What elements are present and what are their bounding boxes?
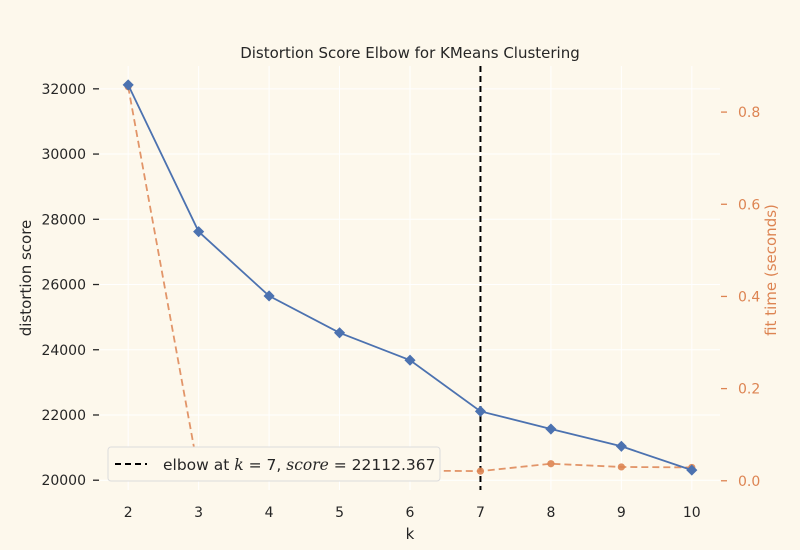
legend-k-symbol: k [234,456,243,474]
legend-prefix: elbow at [163,456,234,474]
y-tick-label: 22000 [41,408,86,424]
y-tick-label: 24000 [41,343,86,359]
distortion-point [263,290,275,302]
x-tick-label: 9 [617,505,626,521]
y-tick-label: 26000 [41,278,86,294]
fit-time-point [476,467,485,475]
axes-layer: 2 3 4 5 6 7 8 9 10 20000 22000 24000 26000 28000 30000… [41,82,760,521]
legend-box [107,446,441,482]
x-tick-label: 6 [406,505,415,521]
series-layer [122,79,698,478]
legend-score-symbol: score [286,456,329,474]
distortion-point [474,405,487,417]
x-tick-label: 8 [546,505,555,521]
legend-score-value: = 22112.367 [329,456,436,474]
y2-tick-label: 0.6 [738,197,760,213]
distortion-point [545,423,557,435]
fit-time-line [127,86,692,475]
x-tick-label: 3 [194,505,203,521]
y-tick-label: 28000 [41,212,86,228]
x-tick-label: 7 [476,505,485,521]
x-tick-label: 2 [124,505,133,521]
x-axis-title: k [406,525,415,543]
x-tick-label: 4 [265,505,274,521]
y2-axis-title: fit time (seconds) [762,204,780,336]
y2-tick-label: 0.2 [738,382,760,398]
y-axis-title: distortion score [17,220,35,337]
legend: elbow at k = 7, score = 22112.367 [107,446,441,482]
y-tick-label: 32000 [41,82,86,98]
distortion-point [122,79,134,91]
y2-tick-label: 0.0 [738,474,760,490]
distortion-point [615,440,627,452]
y2-tick-label: 0.8 [738,105,760,121]
y-tick-label: 20000 [41,473,86,489]
y2-tick-label: 0.4 [738,289,760,305]
distortion-point [404,354,416,366]
x-tick-label: 10 [683,505,701,521]
legend-label: elbow at k = 7, score = 22112.367 [163,456,435,474]
legend-k-value: = 7, [244,456,287,474]
x-tick-label: 5 [335,505,344,521]
chart-title: Distortion Score Elbow for KMeans Cluste… [240,44,580,62]
fit-time-point [547,460,555,468]
distortion-point [686,464,698,476]
fit-time-point [617,463,625,471]
y-tick-label: 30000 [41,147,86,163]
distortion-point [333,327,346,339]
distortion-point [193,226,205,238]
